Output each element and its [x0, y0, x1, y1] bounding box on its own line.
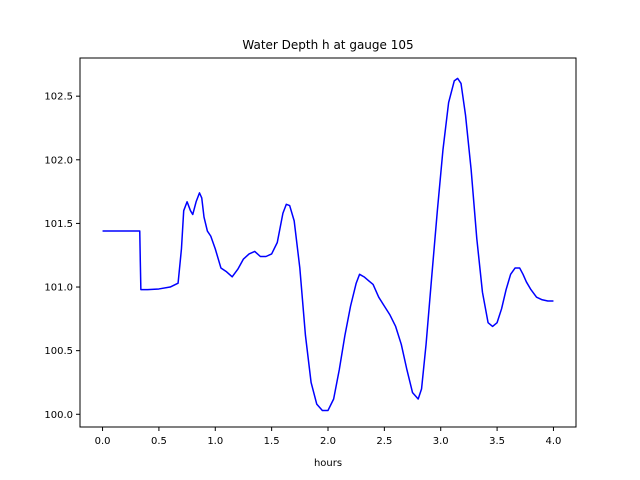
y-tick-label: 102.5	[44, 92, 73, 103]
x-tick-label: 4.0	[546, 436, 562, 447]
x-axis-ticks: 0.0 0.5 1.0 1.5 2.0 2.5 3.0 3.5 4.0	[95, 427, 562, 447]
chart-title: Water Depth h at gauge 105	[242, 38, 413, 52]
x-axis-label: hours	[314, 458, 342, 469]
x-tick-label: 3.0	[433, 436, 449, 447]
plot-area	[79, 57, 577, 428]
y-tick-label: 100.5	[44, 346, 73, 357]
series-layer	[102, 77, 554, 412]
x-tick-label: 0.0	[95, 436, 111, 447]
y-tick-label: 102.0	[44, 155, 73, 166]
x-tick-label: 1.0	[207, 436, 223, 447]
series-line-0	[102, 77, 554, 412]
x-tick-label: 2.0	[320, 436, 336, 447]
x-tick-label: 2.5	[376, 436, 392, 447]
x-tick-label: 3.5	[489, 436, 505, 447]
y-axis-ticks: 100.0 100.5 101.0 101.5 102.0 102.5	[44, 92, 80, 421]
y-tick-label: 100.0	[44, 410, 73, 421]
x-tick-label: 1.5	[264, 436, 280, 447]
y-tick-label: 101.5	[44, 219, 73, 230]
axes-background	[80, 58, 576, 427]
y-tick-label: 101.0	[44, 283, 73, 294]
x-tick-label: 0.5	[151, 436, 167, 447]
